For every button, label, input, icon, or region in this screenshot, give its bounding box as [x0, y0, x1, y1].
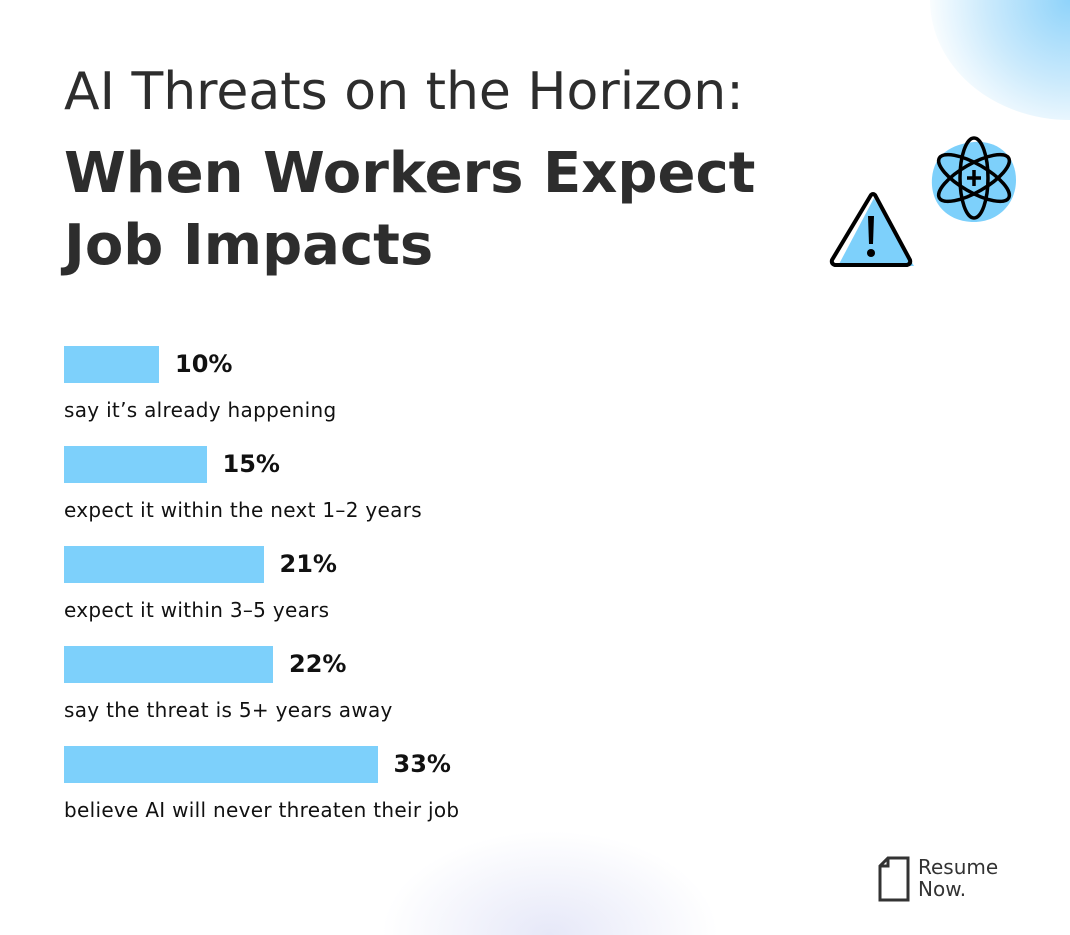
brand-line-1: Resume: [918, 855, 999, 879]
brand-logo-text: Resume Now.: [918, 856, 998, 900]
bar: [64, 746, 378, 783]
title-line-1: AI Threats on the Horizon:: [64, 62, 744, 122]
bar: [64, 646, 273, 683]
data-label: 22%: [289, 650, 347, 678]
title-line-2: When Workers Expect Job Impacts: [64, 141, 756, 278]
category-label: expect it within 3–5 years: [64, 598, 330, 622]
category-label: say it’s already happening: [64, 398, 337, 422]
bar: [64, 346, 159, 383]
decorative-gradient-top-right: [930, 0, 1070, 120]
bar: [64, 446, 207, 483]
data-label: 21%: [279, 550, 337, 578]
category-label: expect it within the next 1–2 years: [64, 498, 422, 522]
category-label: believe AI will never threaten their job: [64, 798, 460, 822]
decorative-gradient-bottom: [380, 830, 720, 935]
data-label: 10%: [175, 350, 233, 378]
bar: [64, 546, 264, 583]
atom-icon: [931, 136, 1016, 222]
brand-line-2: Now.: [918, 877, 967, 901]
category-label: say the threat is 5+ years away: [64, 698, 393, 722]
resume-now-logo-icon: [878, 856, 910, 902]
data-label: 33%: [393, 750, 451, 778]
warning-icon: [829, 192, 914, 267]
data-label: 15%: [222, 450, 280, 478]
